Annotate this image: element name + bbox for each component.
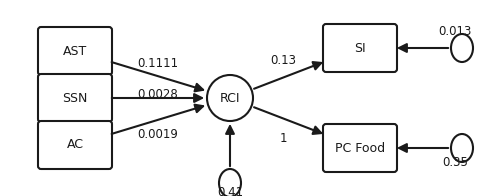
Text: 0.13: 0.13 bbox=[270, 54, 296, 66]
FancyBboxPatch shape bbox=[38, 74, 112, 122]
Text: 0.1111: 0.1111 bbox=[138, 56, 178, 70]
Ellipse shape bbox=[451, 34, 473, 62]
Text: AST: AST bbox=[63, 44, 87, 57]
Text: 0.35: 0.35 bbox=[442, 156, 468, 170]
Text: 0.0019: 0.0019 bbox=[138, 128, 178, 141]
FancyBboxPatch shape bbox=[323, 24, 397, 72]
Text: RCI: RCI bbox=[220, 92, 240, 104]
Text: 0.41: 0.41 bbox=[217, 187, 243, 196]
FancyBboxPatch shape bbox=[38, 27, 112, 75]
Text: 0.0028: 0.0028 bbox=[138, 87, 178, 101]
FancyBboxPatch shape bbox=[38, 121, 112, 169]
Text: SI: SI bbox=[354, 42, 366, 54]
Text: AC: AC bbox=[66, 139, 84, 152]
Ellipse shape bbox=[219, 169, 241, 196]
FancyBboxPatch shape bbox=[323, 124, 397, 172]
Text: SSN: SSN bbox=[62, 92, 88, 104]
Text: PC Food: PC Food bbox=[335, 142, 385, 154]
Ellipse shape bbox=[207, 75, 253, 121]
Ellipse shape bbox=[451, 134, 473, 162]
Text: 0.013: 0.013 bbox=[438, 24, 472, 37]
Text: 1: 1 bbox=[279, 132, 287, 144]
